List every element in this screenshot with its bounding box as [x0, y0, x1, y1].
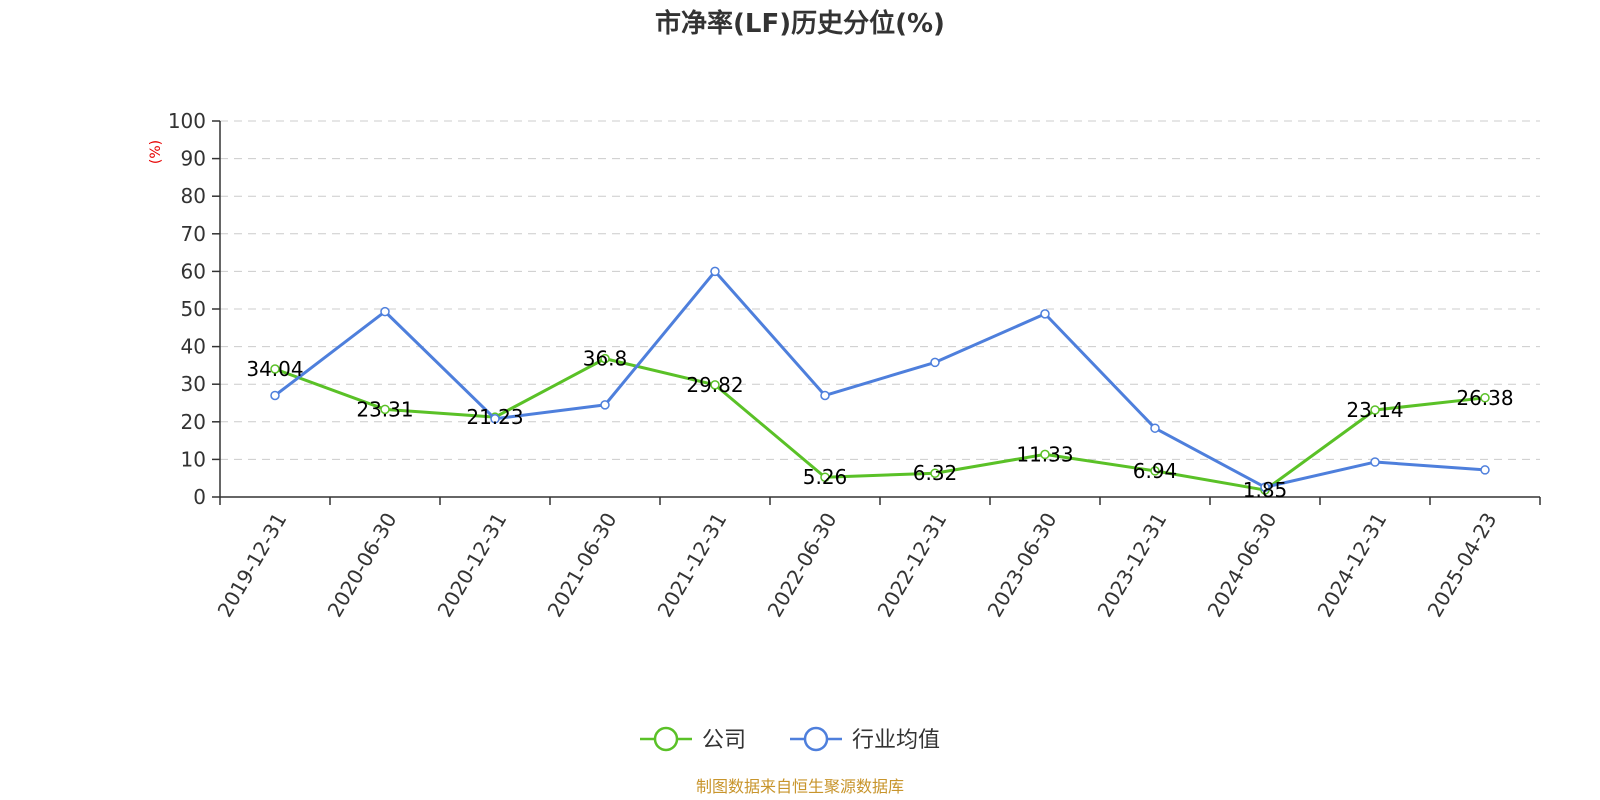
- series-2-point: [820, 390, 830, 401]
- x-tick-label: 2021-12-31: [653, 509, 732, 622]
- legend-marker-2: [803, 726, 829, 752]
- data-label: 6.32: [913, 461, 958, 485]
- data-label: 6.94: [1133, 459, 1178, 483]
- y-tick-label: 90: [181, 147, 206, 171]
- series-2-point: [930, 357, 940, 368]
- x-tick-label: 2020-06-30: [323, 509, 402, 622]
- y-tick-label: 80: [181, 184, 206, 208]
- series-1-point: [710, 380, 720, 390]
- y-tick-label: 10: [181, 447, 206, 471]
- series-1-point: [600, 353, 610, 364]
- x-tick-label: 2022-06-30: [763, 509, 842, 622]
- series-1-point: [820, 472, 830, 482]
- data-label: 34.04: [246, 357, 303, 381]
- series-2-point: [1260, 482, 1270, 492]
- legend-label-1: 公司: [702, 728, 746, 753]
- data-label: 23.14: [1346, 398, 1403, 422]
- data-label: 26.38: [1456, 386, 1513, 410]
- series-1-point: [930, 468, 940, 478]
- x-tick-label: 2020-12-31: [433, 509, 512, 622]
- grid-lines: [220, 120, 1540, 460]
- data-label: 29.82: [686, 373, 743, 397]
- y-tick-label: 40: [181, 335, 206, 359]
- data-label: 5.26: [803, 465, 848, 489]
- x-tick-label: 2025-04-23: [1423, 509, 1502, 622]
- data-label: 36.8: [583, 347, 628, 371]
- series-2-point: [1040, 309, 1050, 319]
- data-label: 23.31: [356, 397, 413, 421]
- chart-title: 市净率(LF)历史分位(%): [655, 8, 945, 39]
- series-1-point: [1040, 449, 1050, 460]
- x-tick-labels: 2019-12-31 2020-06-30 2020-12-31 2021-06-30…: [213, 509, 1502, 622]
- x-tick-label: 2024-06-30: [1203, 509, 1282, 622]
- x-tick-label: 2022-12-31: [873, 509, 952, 622]
- series-line-1: [274, 357, 1486, 492]
- data-label: 11.33: [1016, 442, 1073, 466]
- series-1-point: [270, 364, 280, 374]
- series-1-point: [1150, 466, 1160, 476]
- series-1-point: [380, 404, 390, 415]
- x-tick-label: 2021-06-30: [543, 509, 622, 622]
- data-label: 21.23: [466, 405, 523, 429]
- y-tick-labels: 0 10 20 30 40 50 60 70 80 90 100: [168, 109, 206, 509]
- y-tick-label: 50: [181, 297, 206, 321]
- series-2-point: [490, 414, 500, 424]
- series-2-point: [710, 266, 720, 277]
- series-2-point: [270, 390, 280, 401]
- series-1-point: [1480, 393, 1490, 403]
- series-line-2: [274, 269, 1486, 489]
- y-tick-label: 100: [168, 109, 206, 133]
- x-tick-label: 2024-12-31: [1313, 509, 1392, 622]
- x-tick-label: 2019-12-31: [213, 509, 292, 622]
- x-tick-label: 2023-12-31: [1093, 509, 1172, 622]
- source-note: 制图数据来自恒生聚源数据库: [696, 777, 904, 796]
- y-axis-unit-label: (%): [148, 140, 164, 164]
- y-tick-label: 60: [181, 259, 206, 283]
- series-2-point: [600, 400, 610, 410]
- legend-marker-1: [653, 726, 679, 752]
- axes: [212, 120, 1541, 505]
- legend-label-2: 行业均值: [852, 728, 940, 753]
- series-2-point: [1370, 457, 1380, 467]
- legend[interactable]: 公司 行业均值: [640, 726, 940, 753]
- series-2-point: [1150, 423, 1160, 433]
- series-2-point: [1480, 465, 1490, 475]
- x-tick-label: 2023-06-30: [983, 509, 1062, 622]
- data-label: 1.85: [1243, 478, 1288, 502]
- series-2-point: [380, 306, 390, 317]
- y-tick-label: 70: [181, 222, 206, 246]
- y-tick-label: 20: [181, 410, 206, 434]
- series-1-point: [1370, 405, 1380, 415]
- data-labels: 34.04 23.31 21.23 36.8 29.82 5.26 6.32 11.33 6.9…: [246, 347, 1513, 502]
- series-lines: [270, 266, 1490, 495]
- y-tick-label: 0: [193, 485, 206, 509]
- y-tick-label: 30: [181, 372, 206, 396]
